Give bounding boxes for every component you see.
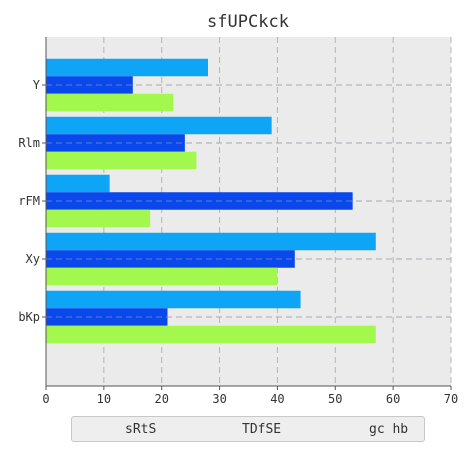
x-tick-label: 0 (42, 392, 49, 406)
legend: sRtS TDfSE gc hb (71, 416, 425, 442)
y-tick-label: Rlm (18, 136, 40, 150)
x-tick-label: 50 (328, 392, 342, 406)
bar-3-Rlm (46, 152, 196, 170)
bar-1-rFM (46, 175, 110, 193)
bar-1-Rlm (46, 117, 272, 135)
bar-1-bKp (46, 291, 301, 309)
x-tick-label: 30 (212, 392, 226, 406)
y-tick-label: Y (33, 78, 41, 92)
chart-title: sfUPCkck (207, 12, 289, 32)
x-tick-label: 40 (270, 392, 284, 406)
y-tick-label: Xy (26, 252, 40, 266)
bar-1-Y (46, 59, 208, 77)
bar-1-Xy (46, 233, 376, 251)
x-tick-label: 70 (444, 392, 458, 406)
bar-3-Y (46, 94, 173, 112)
bar-3-rFM (46, 210, 150, 228)
bar-3-bKp (46, 326, 376, 344)
x-tick-label: 20 (154, 392, 168, 406)
y-tick-label: rFM (18, 194, 40, 208)
x-tick-label: 10 (97, 392, 111, 406)
legend-item-series-1: sRtS (125, 422, 156, 437)
y-tick-label: bKp (18, 310, 40, 324)
legend-item-series-2: TDfSE (242, 422, 281, 437)
bar-3-Xy (46, 268, 277, 286)
x-tick-label: 60 (386, 392, 400, 406)
legend-item-series-3: gc hb (369, 422, 408, 437)
